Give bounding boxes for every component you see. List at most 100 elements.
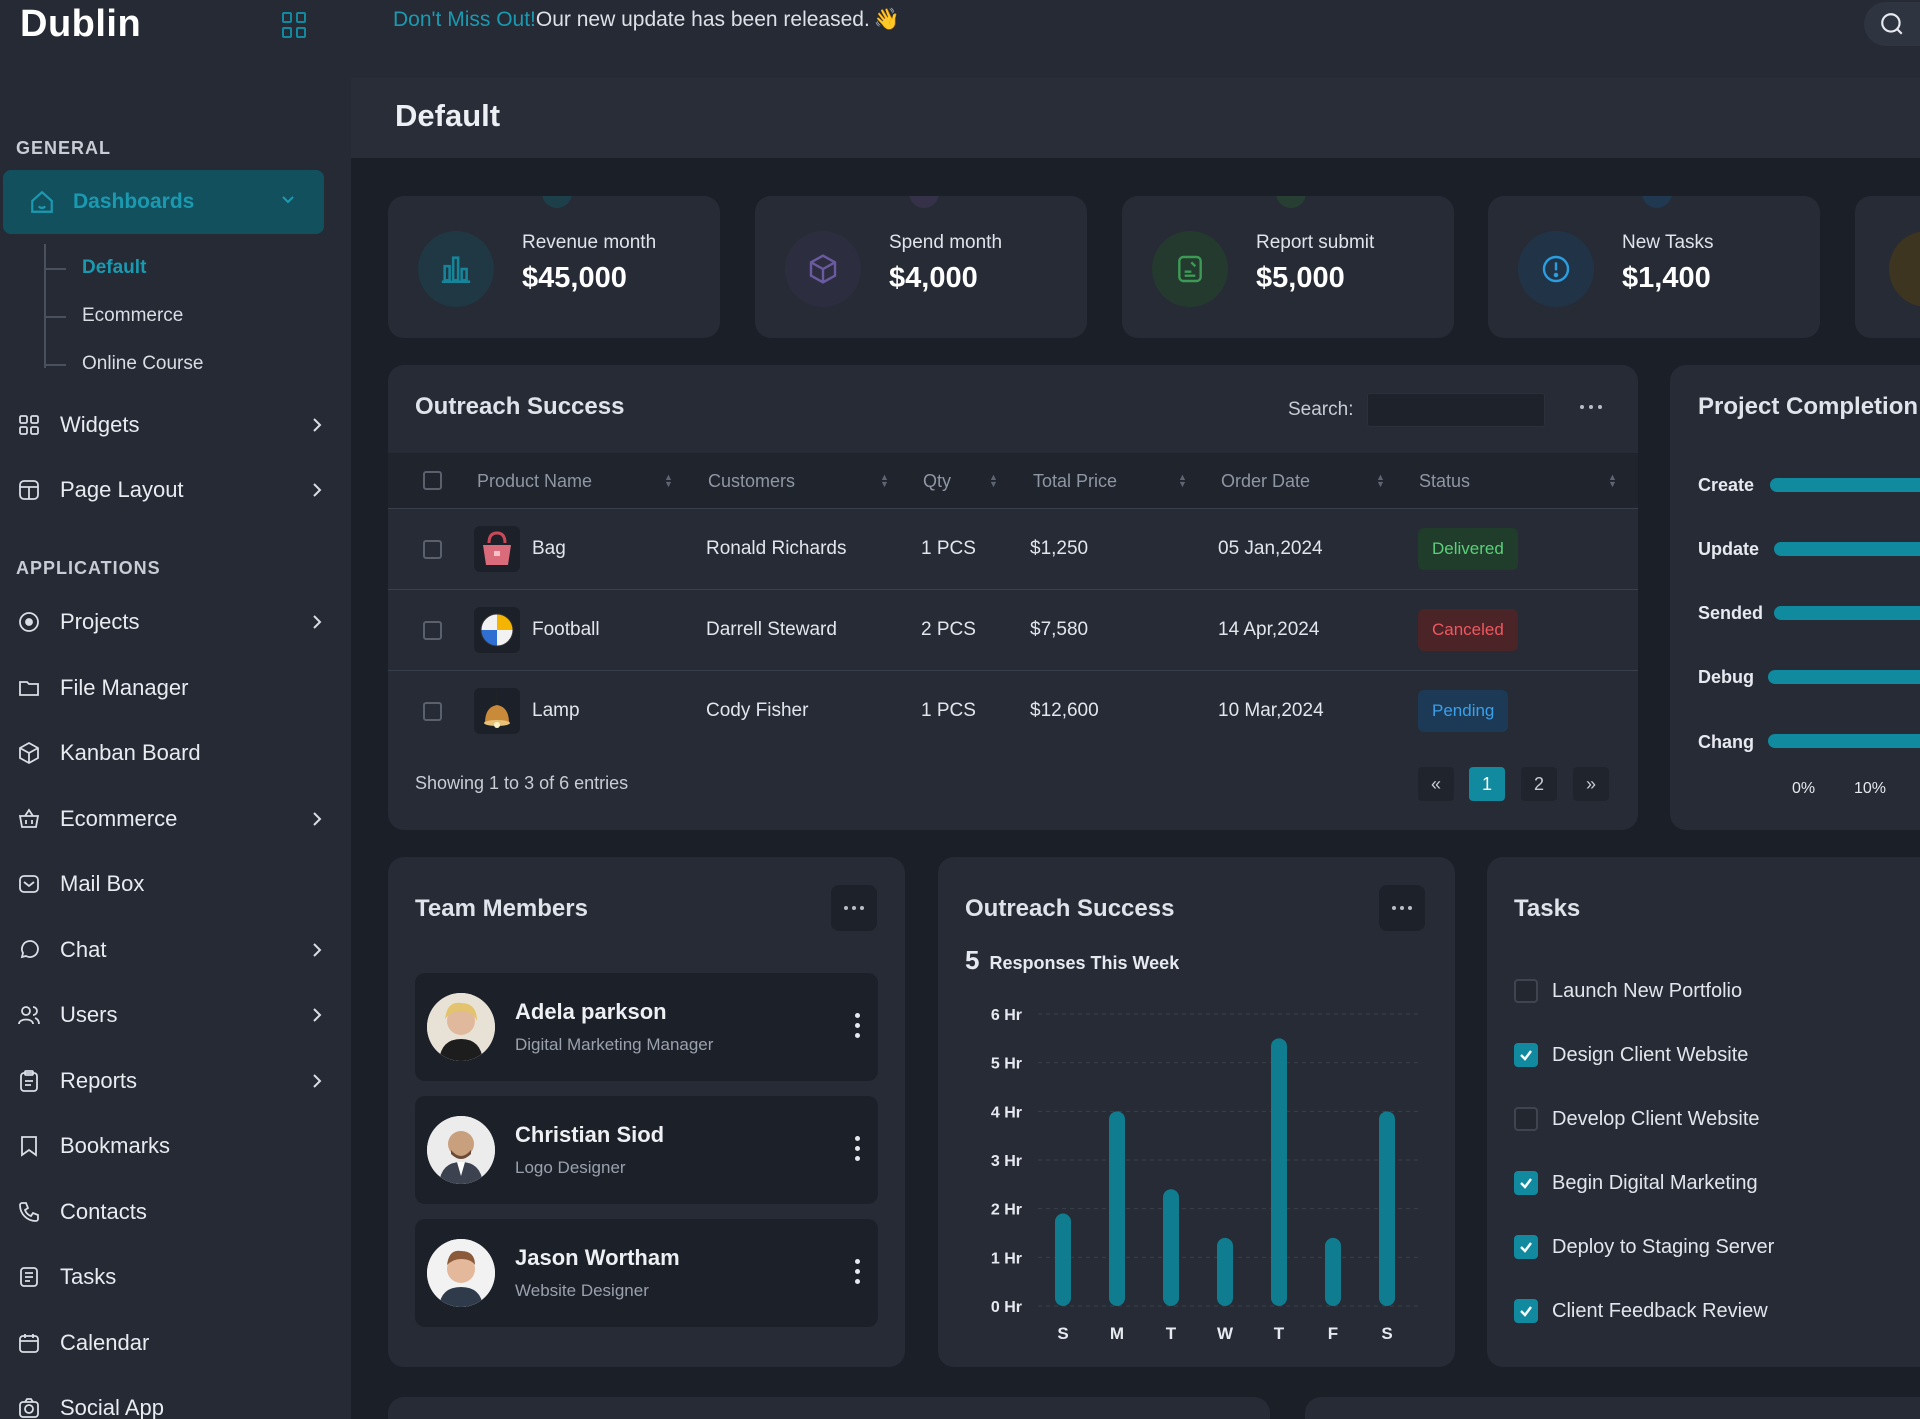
task-checkbox[interactable] bbox=[1514, 979, 1538, 1003]
sidebar-item-users[interactable]: Users bbox=[0, 991, 340, 1039]
sidebar-item-page-layout[interactable]: Page Layout bbox=[0, 466, 340, 514]
table-search-input[interactable] bbox=[1367, 393, 1545, 427]
sidebar-item-bookmarks[interactable]: Bookmarks bbox=[0, 1122, 340, 1170]
chart-bar[interactable] bbox=[1055, 1213, 1071, 1306]
global-search-button[interactable] bbox=[1864, 2, 1920, 46]
column-header-status[interactable]: Status bbox=[1419, 471, 1471, 491]
avatar bbox=[427, 993, 495, 1061]
chart-bar[interactable] bbox=[1163, 1189, 1179, 1306]
kebab-menu-icon[interactable] bbox=[855, 1259, 861, 1284]
table-row[interactable]: Football Darrell Steward 2 PCS $7,580 14… bbox=[388, 591, 1638, 671]
task-item[interactable]: Begin Digital Marketing bbox=[1514, 1168, 1758, 1198]
dashboard-submenu: Default Ecommerce Online Course bbox=[44, 244, 324, 388]
submenu-item-online-course[interactable]: Online Course bbox=[44, 340, 324, 388]
sidebar-item-widgets[interactable]: Widgets bbox=[0, 401, 340, 449]
column-header-product[interactable]: Product Name bbox=[477, 471, 593, 491]
table-row[interactable]: Bag Ronald Richards 1 PCS $1,250 05 Jan,… bbox=[388, 510, 1638, 590]
team-member-item[interactable]: Adela parkson Digital Marketing Manager bbox=[415, 973, 878, 1081]
sidebar-item-calendar[interactable]: Calendar bbox=[0, 1319, 340, 1367]
row-checkbox[interactable] bbox=[423, 702, 442, 721]
stat-card-revenue: Revenue month $45,000 bbox=[388, 196, 720, 338]
more-options-button[interactable] bbox=[1379, 885, 1425, 931]
sidebar-item-mail-box[interactable]: Mail Box bbox=[0, 860, 340, 908]
y-tick-label: 4 Hr bbox=[991, 1104, 1022, 1121]
axis-tick-label: 0% bbox=[1792, 780, 1816, 797]
project-bar bbox=[1768, 670, 1920, 684]
column-header-order-date[interactable]: Order Date bbox=[1221, 471, 1311, 491]
sort-icon[interactable]: ▲ ▼ bbox=[664, 472, 673, 489]
pagination-next[interactable]: » bbox=[1573, 767, 1609, 801]
column-header-customers[interactable]: Customers bbox=[708, 471, 796, 491]
sidebar-item-kanban-board[interactable]: Kanban Board bbox=[0, 729, 340, 777]
task-checkbox[interactable] bbox=[1514, 1043, 1538, 1067]
mail-icon bbox=[19, 875, 39, 893]
cell-customer: Cody Fisher bbox=[706, 700, 809, 721]
task-item[interactable]: Design Client Website bbox=[1514, 1040, 1748, 1070]
pagination-prev[interactable]: « bbox=[1418, 767, 1454, 801]
sort-icon[interactable]: ▲ ▼ bbox=[880, 472, 889, 489]
chart-bar[interactable] bbox=[1325, 1237, 1341, 1306]
submenu-item-default[interactable]: Default bbox=[44, 244, 324, 292]
task-item[interactable]: Develop Client Website bbox=[1514, 1104, 1760, 1134]
team-member-item[interactable]: Christian Siod Logo Designer bbox=[415, 1096, 878, 1204]
kebab-menu-icon[interactable] bbox=[855, 1136, 861, 1161]
project-bar bbox=[1774, 606, 1920, 620]
sidebar-item-ecommerce[interactable]: Ecommerce bbox=[0, 795, 340, 843]
submenu-item-ecommerce[interactable]: Ecommerce bbox=[44, 292, 324, 340]
sort-icon[interactable]: ▲ ▼ bbox=[1608, 472, 1617, 489]
task-checkbox[interactable] bbox=[1514, 1171, 1538, 1195]
sort-icon[interactable]: ▲ ▼ bbox=[989, 472, 998, 489]
sidebar-item-reports[interactable]: Reports bbox=[0, 1057, 340, 1105]
project-bar bbox=[1774, 542, 1920, 556]
task-label: Begin Digital Marketing bbox=[1552, 1171, 1758, 1194]
more-options-icon[interactable] bbox=[1580, 405, 1602, 409]
sidebar-item-file-manager[interactable]: File Manager bbox=[0, 664, 340, 712]
kebab-menu-icon[interactable] bbox=[855, 1013, 861, 1038]
task-checkbox[interactable] bbox=[1514, 1299, 1538, 1323]
task-checkbox[interactable] bbox=[1514, 1107, 1538, 1131]
task-item[interactable]: Deploy to Staging Server bbox=[1514, 1232, 1774, 1262]
sidebar-item-contacts[interactable]: Contacts bbox=[0, 1188, 340, 1236]
sidebar-item-projects[interactable]: Projects bbox=[0, 598, 340, 646]
task-label: Design Client Website bbox=[1552, 1043, 1749, 1066]
brand-logo[interactable]: Dublin bbox=[20, 2, 142, 45]
pagination-page-2[interactable]: 2 bbox=[1521, 767, 1557, 801]
table-row[interactable]: Lamp Cody Fisher 1 PCS $12,600 10 Mar,20… bbox=[388, 672, 1638, 752]
column-header-qty[interactable]: Qty bbox=[923, 471, 952, 491]
announcement-highlight[interactable]: Don't Miss Out! bbox=[393, 8, 536, 31]
chart-bar[interactable] bbox=[1109, 1111, 1125, 1306]
y-tick-label: 6 Hr bbox=[991, 1007, 1022, 1024]
task-checkbox[interactable] bbox=[1514, 1235, 1538, 1259]
sidebar-item-label: Contacts bbox=[60, 1199, 147, 1224]
cell-customer: Darrell Steward bbox=[706, 619, 837, 640]
task-item[interactable]: Client Feedback Review bbox=[1514, 1296, 1768, 1326]
row-checkbox[interactable] bbox=[423, 621, 442, 640]
sidebar-item-chat[interactable]: Chat bbox=[0, 926, 340, 974]
more-options-button[interactable] bbox=[831, 885, 877, 931]
select-all-checkbox[interactable] bbox=[423, 471, 442, 490]
project-row-label: Update bbox=[1698, 539, 1760, 559]
team-member-item[interactable]: Jason Wortham Website Designer bbox=[415, 1219, 878, 1327]
sidebar-item-social-app[interactable]: Social App bbox=[0, 1384, 340, 1419]
sidebar-item-label: Reports bbox=[60, 1068, 138, 1093]
sidebar-item-dashboards[interactable]: Dashboards bbox=[3, 170, 324, 234]
cell-price: $1,250 bbox=[1030, 538, 1089, 559]
cell-product: Football bbox=[532, 619, 600, 640]
sort-icon[interactable]: ▲ ▼ bbox=[1376, 472, 1385, 489]
sidebar-item-label: Calendar bbox=[60, 1330, 150, 1355]
row-checkbox[interactable] bbox=[423, 540, 442, 559]
column-header-total-price[interactable]: Total Price bbox=[1033, 471, 1118, 491]
card-title: Outreach Success bbox=[415, 393, 625, 420]
sort-icon[interactable]: ▲ ▼ bbox=[1178, 472, 1187, 489]
avatar bbox=[427, 1116, 495, 1184]
bar-chart-icon bbox=[418, 231, 494, 307]
task-item[interactable]: Launch New Portfolio bbox=[1514, 976, 1742, 1006]
apps-grid-icon[interactable] bbox=[282, 12, 308, 38]
sidebar-item-tasks[interactable]: Tasks bbox=[0, 1253, 340, 1301]
pagination-page-1[interactable]: 1 bbox=[1469, 767, 1505, 801]
chart-bar[interactable] bbox=[1217, 1237, 1233, 1306]
chevron-right-icon bbox=[313, 615, 322, 629]
chart-bar[interactable] bbox=[1271, 1038, 1287, 1306]
chart-bar[interactable] bbox=[1379, 1111, 1395, 1306]
cell-qty: 1 PCS bbox=[921, 700, 976, 721]
